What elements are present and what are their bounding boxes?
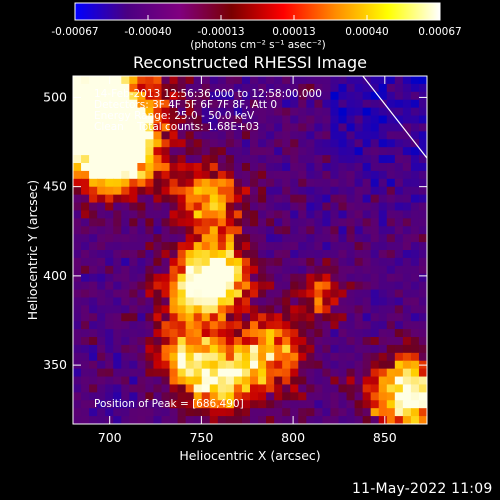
colorbar: -0.00067 -0.00040 -0.00013 0.00013 0.00040 0.… bbox=[51, 2, 462, 51]
x-axis-ticks: 700 750 800 850 bbox=[98, 76, 397, 445]
annotation-energy-range: Energy Range: 25.0 - 50.0 keV bbox=[94, 110, 255, 122]
colorbar-tick-label: 0.00013 bbox=[272, 26, 315, 38]
colorbar-tick-label: -0.00013 bbox=[197, 26, 244, 38]
chart-title: Reconstructed RHESSI Image bbox=[133, 53, 367, 72]
x-tick-label: 750 bbox=[189, 430, 213, 445]
colorbar-gradient bbox=[75, 3, 440, 20]
annotation-block: 14-Feb-2013 12:56:36.000 to 12:58:00.000… bbox=[94, 88, 322, 133]
colorbar-tick-label: 0.00067 bbox=[418, 26, 461, 38]
colorbar-tick-label: -0.00067 bbox=[51, 26, 98, 38]
solar-limb-line bbox=[362, 75, 428, 159]
colorbar-unit: (photons cm⁻² s⁻¹ asec⁻²) bbox=[190, 39, 325, 51]
y-tick-label: 450 bbox=[43, 179, 67, 194]
y-axis-label: Heliocentric Y (arcsec) bbox=[25, 180, 40, 320]
colorbar-ticks: -0.00067 -0.00040 -0.00013 0.00013 0.00040 0.… bbox=[51, 15, 462, 38]
heatmap-image bbox=[73, 76, 427, 424]
y-tick-label: 400 bbox=[43, 268, 67, 283]
footer-date: 11-May-2022 11:09 bbox=[352, 481, 493, 497]
colorbar-frame bbox=[74, 2, 441, 21]
colorbar-tick-label: 0.00040 bbox=[345, 26, 388, 38]
annotation-counts: Clean Total counts: 1.68E+03 bbox=[94, 121, 259, 133]
plot-frame bbox=[72, 75, 428, 425]
y-axis-ticks: 350 400 450 500 bbox=[43, 89, 427, 372]
annotation-time-range: 14-Feb-2013 12:56:36.000 to 12:58:00.000 bbox=[94, 88, 322, 100]
annotation-detectors: Detectors: 3F 4F 5F 6F 7F 8F, Att 0 bbox=[94, 99, 277, 111]
x-tick-label: 800 bbox=[281, 430, 305, 445]
peak-position-label: Position of Peak = [686,490] bbox=[94, 398, 244, 410]
y-tick-label: 350 bbox=[43, 357, 67, 372]
x-tick-label: 850 bbox=[373, 430, 397, 445]
y-tick-label: 500 bbox=[43, 89, 67, 104]
x-tick-label: 700 bbox=[98, 430, 122, 445]
colorbar-tick-label: -0.00040 bbox=[124, 26, 171, 38]
x-axis-label: Heliocentric X (arcsec) bbox=[179, 448, 320, 463]
